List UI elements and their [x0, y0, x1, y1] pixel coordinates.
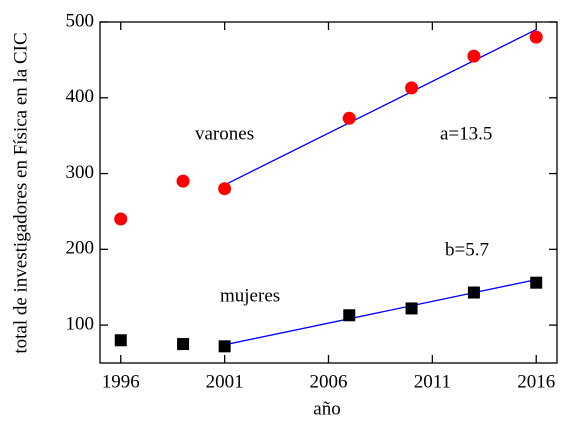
x-tick-label: 1996	[102, 371, 140, 392]
fit-line	[224, 279, 537, 346]
point	[218, 182, 232, 196]
y-tick-label: 300	[66, 162, 95, 183]
point	[218, 340, 231, 353]
point	[405, 302, 418, 315]
x-tick-label: 2016	[517, 371, 555, 392]
x-axis-label: año	[313, 398, 340, 419]
series-label: varones	[195, 123, 254, 144]
x-tick-label: 2006	[310, 371, 348, 392]
point	[343, 309, 356, 322]
point	[467, 286, 480, 299]
y-tick-label: 400	[66, 86, 95, 107]
y-tick-label: 500	[66, 10, 95, 31]
point	[467, 49, 481, 63]
point	[342, 111, 356, 125]
point	[177, 338, 190, 351]
point	[114, 334, 127, 347]
plot-frame	[99, 21, 558, 364]
fit-label: b=5.7	[445, 239, 489, 260]
fit-label: a=13.5	[440, 123, 492, 144]
y-tick-label: 200	[66, 238, 95, 259]
series-label: mujeres	[220, 285, 280, 306]
point	[176, 174, 190, 188]
point	[529, 30, 543, 44]
fit-line	[224, 28, 537, 186]
x-tick-label: 2011	[414, 371, 451, 392]
point	[530, 276, 543, 289]
y-axis-label: total de investigadores en Física en la …	[10, 32, 31, 353]
point	[405, 81, 419, 95]
x-tick-label: 2001	[206, 371, 244, 392]
y-tick-label: 100	[66, 313, 95, 334]
point	[114, 212, 128, 226]
